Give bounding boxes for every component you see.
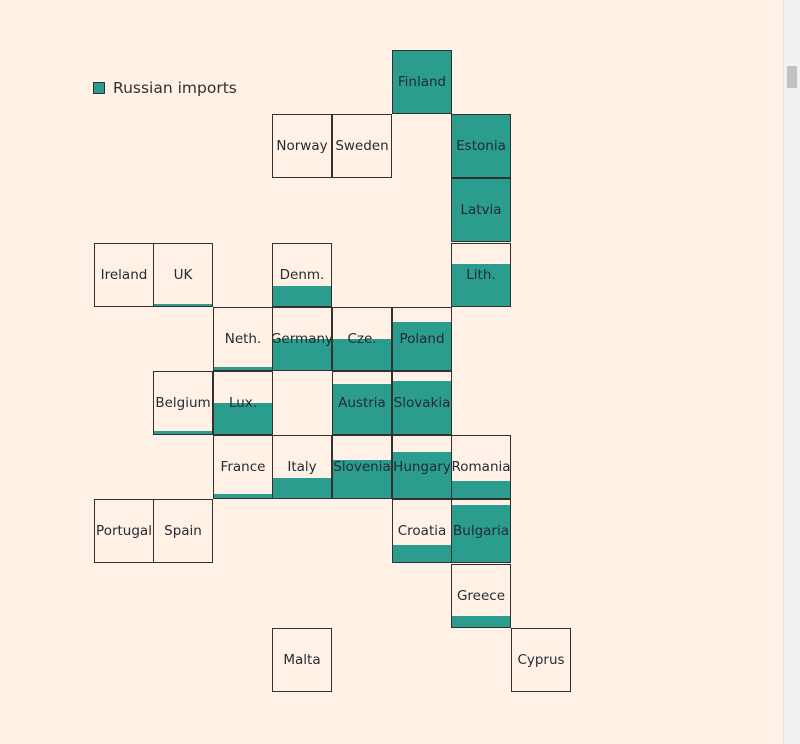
tile-bulgaria: Bulgaria [451,499,511,563]
tile-label-france: France [220,459,266,475]
tile-label-cyprus: Cyprus [517,652,565,668]
tile-label-austria: Austria [338,395,386,411]
tile-romania: Romania [451,435,511,499]
tile-fill-romania [452,480,510,498]
tile-lith: Lith. [451,243,511,307]
tile-fill-neth [214,366,272,370]
tile-hungary: Hungary [392,435,452,499]
tile-label-spain: Spain [164,523,202,539]
legend-swatch [93,82,105,94]
tile-label-germany: Germany [272,331,332,347]
tile-map-chart: Russian imports Finland Norway Sweden Eston… [93,50,571,692]
tile-label-greece: Greece [456,588,506,604]
tile-portugal: Portugal [94,499,154,563]
tile-neth: Neth. [213,307,273,371]
tile-denm: Denm. [272,243,332,307]
tile-label-uk: UK [173,267,193,283]
tile-label-slovenia: Slovenia [333,459,391,475]
tile-label-neth: Neth. [224,331,262,347]
tile-fill-finland [393,51,451,113]
tile-fill-austria [333,384,391,434]
legend-label: Russian imports [113,79,237,97]
scrollbar-thumb[interactable] [787,66,797,88]
tile-fill-poland [393,321,451,370]
tile-ireland: Ireland [94,243,154,307]
tile-label-croatia: Croatia [397,523,447,539]
tile-fill-lux [214,403,272,434]
tile-label-finland: Finland [397,74,447,90]
tile-latvia: Latvia [451,178,511,242]
tile-uk: UK [153,243,213,307]
tile-label-sweden: Sweden [335,138,389,154]
tile-belgium: Belgium [153,371,213,435]
tile-cyprus: Cyprus [511,628,571,692]
tile-fill-latvia [452,179,510,241]
tile-sweden: Sweden [332,114,392,178]
tile-spain: Spain [153,499,213,563]
tile-label-estonia: Estonia [456,138,506,154]
tile-label-italy: Italy [287,459,317,475]
tile-label-portugal: Portugal [96,523,152,539]
tile-fill-germany [273,339,331,370]
tile-label-romania: Romania [451,459,511,475]
tile-fill-france [214,494,272,498]
tile-label-bulgaria: Bulgaria [453,523,509,539]
tile-cze: Cze. [332,307,392,371]
tile-france: France [213,435,273,499]
tile-fill-uk [154,304,212,306]
tile-croatia: Croatia [392,499,452,563]
tile-estonia: Estonia [451,114,511,178]
tile-malta: Malta [272,628,332,692]
tile-slovenia: Slovenia [332,435,392,499]
tile-fill-hungary [393,451,451,498]
tile-label-cze: Cze. [347,331,377,347]
tile-label-ireland: Ireland [100,267,148,283]
tile-fill-slovakia [393,380,451,434]
tile-fill-lith [452,264,510,306]
tile-fill-belgium [154,430,212,434]
vertical-scrollbar[interactable] [783,0,800,744]
tile-fill-estonia [452,115,510,177]
tile-fill-croatia [393,544,451,562]
tile-italy: Italy [272,435,332,499]
tile-label-lith: Lith. [466,267,496,283]
tile-fill-slovenia [333,459,391,498]
tile-fill-greece [452,615,510,627]
tile-fill-denm [273,285,331,306]
tile-label-poland: Poland [399,331,445,347]
tile-finland: Finland [392,50,452,114]
tile-norway: Norway [272,114,332,178]
tile-label-slovakia: Slovakia [393,395,451,411]
tile-slovakia: Slovakia [392,371,452,435]
tile-label-belgium: Belgium [155,395,211,411]
tile-fill-bulgaria [452,504,510,562]
tile-fill-cze [333,339,391,370]
tile-poland: Poland [392,307,452,371]
tile-lux: Lux. [213,371,273,435]
tile-label-hungary: Hungary [393,459,451,475]
tile-label-latvia: Latvia [460,202,502,218]
tile-label-norway: Norway [276,138,328,154]
tile-label-denm: Denm. [279,267,325,283]
tile-fill-italy [273,477,331,498]
tile-austria: Austria [332,371,392,435]
tile-germany: Germany [272,307,332,371]
tile-greece: Greece [451,564,511,628]
tile-label-malta: Malta [283,652,321,668]
legend: Russian imports [93,79,237,97]
tile-label-lux: Lux. [228,395,258,411]
